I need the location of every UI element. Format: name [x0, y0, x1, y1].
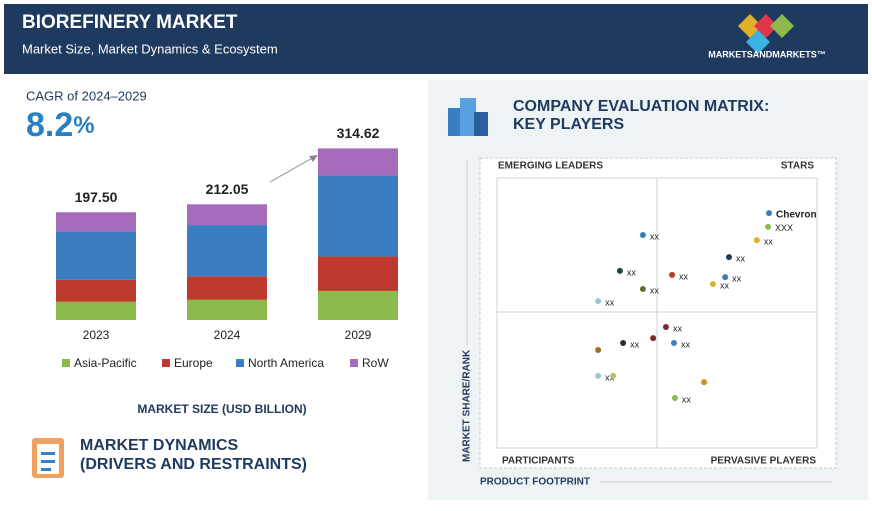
company-dot: [650, 335, 657, 342]
company-dot: [766, 210, 772, 217]
company-label: xx: [764, 236, 774, 246]
cagr-label: CAGR of 2024–2029: [26, 88, 147, 103]
company-label: xx: [720, 280, 730, 290]
matrix-title-1: COMPANY EVALUATION MATRIX:: [513, 98, 769, 115]
clipboard-icon: [32, 438, 64, 478]
x-axis-label: PRODUCT FOOTPRINT: [480, 477, 590, 488]
dynamics-title-2: (DRIVERS AND RESTRAINTS): [80, 456, 307, 473]
quadrant-label: PARTICIPANTS: [502, 456, 575, 467]
legend-swatch: [350, 359, 358, 367]
arrow-head: [309, 155, 318, 162]
cagr-unit: %: [73, 112, 94, 139]
company-label: xx: [736, 253, 746, 263]
legend-swatch: [162, 359, 170, 367]
building-icon: [448, 98, 488, 136]
cagr-number: 8.2: [26, 106, 73, 144]
company-label: xx: [650, 231, 660, 241]
company-dot: [670, 339, 677, 346]
header-title: BIOREFINERY MARKET: [22, 12, 238, 33]
company-label: xx: [650, 285, 660, 295]
company-label: xx: [679, 271, 689, 281]
company-label: XXX: [775, 223, 793, 233]
bar-segment: [318, 175, 398, 257]
company-dot: [639, 231, 646, 238]
company-dot: [722, 274, 729, 281]
x-tick-label: 2023: [83, 328, 110, 342]
bar-segment: [187, 299, 267, 320]
bar-segment: [187, 204, 267, 226]
header-bar: [4, 4, 868, 74]
legend-swatch: [62, 359, 70, 367]
company-dot: [662, 324, 669, 331]
header-subtitle: Market Size, Market Dynamics & Ecosystem: [22, 41, 278, 56]
cagr-value: 8.2%: [26, 106, 95, 144]
x-axis-label: MARKET SIZE (USD BILLION): [137, 402, 306, 416]
x-tick-label: 2029: [345, 328, 372, 342]
bar-segment: [318, 256, 398, 291]
bar-segment: [56, 212, 136, 232]
y-axis-label: MARKET SHARE/RANK: [462, 349, 473, 462]
quadrant-label: PERVASIVE PLAYERS: [711, 456, 817, 467]
company-label: xx: [673, 323, 683, 333]
company-label: Chevron: [776, 210, 817, 221]
total-label: 197.50: [75, 189, 118, 205]
company-dot: [620, 339, 627, 346]
company-dot: [701, 379, 708, 386]
quadrant-label: STARS: [781, 161, 814, 172]
logo-text: MARKETSANDMARKETS™: [708, 49, 826, 59]
bar-segment: [187, 276, 267, 300]
company-dot: [595, 346, 602, 353]
company-label: xx: [627, 267, 637, 277]
company-dot: [671, 395, 678, 402]
company-dot: [616, 267, 623, 274]
x-tick-label: 2024: [214, 328, 241, 342]
company-dot: [639, 285, 646, 292]
bar-segment: [56, 231, 136, 280]
legend-label: Asia-Pacific: [74, 356, 137, 370]
logo-icon: [738, 14, 794, 54]
total-label: 212.05: [206, 181, 249, 197]
company-dot: [726, 254, 732, 261]
total-label: 314.62: [337, 125, 380, 141]
company-label: xx: [630, 339, 640, 349]
company-dot: [669, 271, 676, 278]
legend-label: Europe: [174, 356, 213, 370]
company-dot: [595, 298, 602, 305]
company-label: xx: [605, 297, 615, 307]
company-dot: [765, 223, 772, 230]
bar-segment: [56, 301, 136, 320]
bar-segment: [318, 148, 398, 176]
company-label: xx: [732, 273, 742, 283]
legend-swatch: [236, 359, 244, 367]
company-label: xx: [681, 339, 691, 349]
company-dot: [595, 372, 602, 379]
company-dot: [753, 237, 760, 244]
bar-segment: [56, 279, 136, 302]
company-label: xx: [605, 372, 615, 382]
matrix-title-2: KEY PLAYERS: [513, 116, 624, 133]
company-dot: [610, 372, 617, 379]
dynamics-title-1: MARKET DYNAMICS: [80, 437, 239, 454]
company-label: xx: [682, 394, 692, 404]
legend-label: RoW: [362, 356, 389, 370]
legend-label: North America: [248, 356, 324, 370]
quadrant-label: EMERGING LEADERS: [498, 161, 603, 172]
growth-arrow: [269, 155, 317, 183]
bar-segment: [187, 225, 267, 277]
bar-segment: [318, 290, 398, 320]
company-dot: [710, 281, 716, 288]
